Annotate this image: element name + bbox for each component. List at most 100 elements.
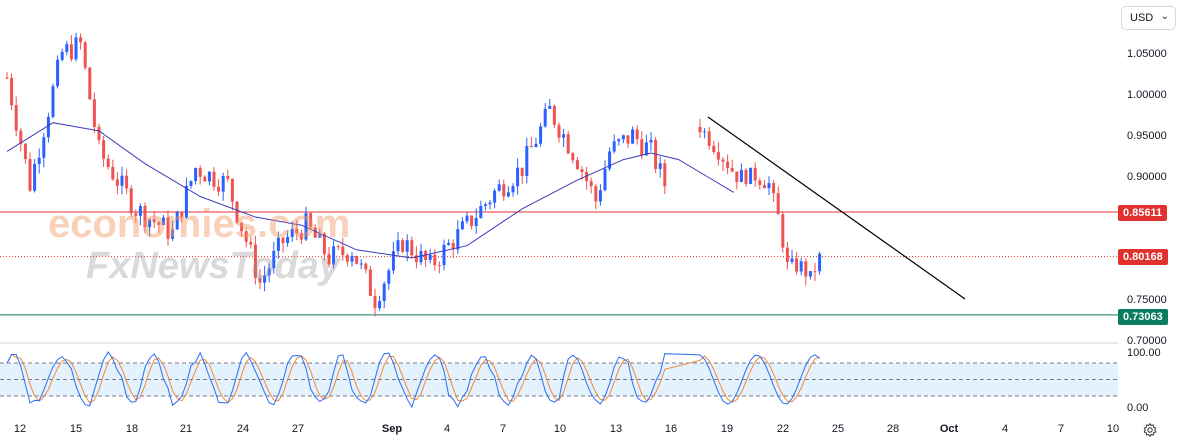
trendline (707, 116, 966, 300)
candle-39 (184, 185, 188, 218)
settings-button[interactable] (1140, 420, 1160, 440)
candle-116 (539, 126, 543, 144)
candle-s2-16 (772, 183, 776, 194)
x-tick-label: 27 (292, 423, 304, 435)
candle-s2-9 (739, 169, 743, 183)
candle-88 (410, 240, 414, 256)
candle-s2-25 (813, 271, 817, 273)
candle-s2-6 (726, 161, 730, 168)
candle-28 (134, 213, 138, 216)
candle-106 (493, 190, 497, 203)
x-tick-label: 4 (444, 423, 450, 435)
candle-73 (341, 246, 345, 256)
candle-51 (240, 222, 244, 232)
candle-68 (318, 233, 322, 238)
candle-s2-18 (781, 214, 785, 248)
candle-34 (161, 217, 165, 225)
candle-s2-1 (703, 131, 707, 133)
x-tick-label: 16 (665, 423, 677, 435)
candle-109 (506, 192, 510, 197)
candle-25 (120, 175, 124, 186)
candle-44 (207, 171, 211, 182)
candle-129 (598, 190, 602, 202)
candle-105 (488, 202, 492, 205)
candle-133 (617, 139, 621, 142)
watermark-economies: economies.com (48, 202, 351, 246)
y-tick-label: 0.90000 (1127, 171, 1167, 183)
moving-average-line (6, 122, 735, 259)
candle-122 (566, 134, 570, 154)
candle-61 (286, 236, 290, 244)
pane-divider[interactable] (0, 342, 1118, 344)
candle-72 (336, 246, 340, 248)
candle-84 (391, 251, 395, 271)
x-tick-label: 15 (70, 423, 82, 435)
candle-58 (272, 250, 276, 269)
candle-9 (46, 116, 50, 138)
candle-s2-11 (749, 167, 753, 184)
x-tick-label: 28 (887, 423, 899, 435)
candle-56 (263, 275, 267, 283)
candle-127 (589, 181, 593, 187)
chevron-down-icon: ⌄ (1160, 11, 1169, 22)
candle-5 (28, 159, 32, 191)
candle-s2-8 (735, 171, 739, 183)
candle-50 (235, 201, 239, 223)
candle-113 (525, 146, 529, 176)
candle-s2-23 (804, 261, 808, 277)
candle-49 (230, 178, 234, 202)
candle-30 (143, 206, 147, 228)
candle-s2-0 (698, 126, 702, 133)
candle-130 (603, 168, 607, 191)
x-tick-label: 24 (237, 423, 249, 435)
candle-76 (355, 255, 359, 264)
candle-s2-19 (785, 247, 789, 262)
candle-s2-12 (753, 167, 757, 181)
candle-79 (368, 269, 372, 296)
support-price-tag: 0.73063 (1118, 309, 1168, 325)
candle-47 (221, 175, 225, 192)
currency-select[interactable]: USD ⌄ (1121, 6, 1176, 30)
candle-96 (447, 242, 451, 245)
candle-118 (548, 105, 552, 109)
candle-132 (612, 141, 616, 152)
x-tick-label: 7 (500, 423, 506, 435)
candle-135 (626, 135, 630, 144)
candle-78 (364, 263, 368, 270)
candle-131 (608, 151, 612, 169)
candle-82 (382, 283, 386, 302)
candle-1 (10, 77, 14, 106)
candle-35 (166, 217, 170, 239)
resistance-price-tag: 0.85611 (1118, 205, 1168, 221)
candle-94 (437, 265, 441, 267)
candle-22 (106, 158, 110, 167)
candle-36 (171, 229, 175, 239)
candle-70 (327, 254, 331, 265)
candle-s2-22 (799, 261, 803, 272)
candle-52 (244, 231, 248, 242)
candle-s2-7 (730, 167, 734, 172)
candle-142 (658, 163, 662, 170)
candle-107 (497, 184, 501, 191)
x-tick-label: 4 (1002, 423, 1008, 435)
stoch-y-tick-label: 0.00 (1127, 402, 1148, 414)
candle-111 (516, 167, 520, 187)
candle-16 (79, 37, 83, 43)
candle-4 (23, 143, 27, 160)
candle-3 (19, 130, 23, 144)
candle-117 (543, 108, 547, 127)
candle-2 (14, 105, 18, 131)
x-tick-label: 10 (554, 423, 566, 435)
candle-18 (88, 67, 92, 100)
candle-104 (483, 204, 487, 206)
candle-139 (644, 142, 648, 156)
candle-123 (571, 153, 575, 161)
candle-s2-10 (744, 169, 748, 184)
candle-93 (433, 254, 437, 266)
candle-80 (373, 295, 377, 309)
candle-20 (97, 126, 101, 141)
candle-0 (5, 77, 9, 79)
candle-86 (401, 240, 405, 252)
stoch-y-tick-label: 100.00 (1127, 347, 1161, 359)
